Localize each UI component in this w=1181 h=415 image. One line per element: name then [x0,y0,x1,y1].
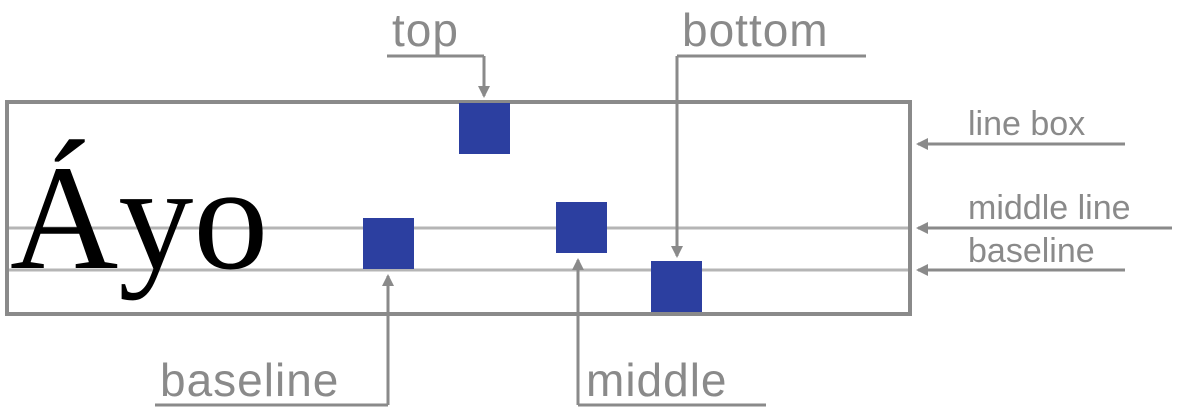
box-baseline [363,218,414,269]
label-middle-line: middle line [968,189,1131,227]
box-top [459,103,510,154]
label-baseline-line: baseline [968,232,1095,270]
box-middle [556,202,607,253]
box-bottom [651,261,702,312]
label-top: top [392,4,459,56]
label-line-box: line box [968,105,1085,143]
label-middle: middle [586,354,728,406]
label-baseline-box: baseline [160,354,339,406]
label-bottom: bottom [682,4,829,56]
line-box [5,100,912,316]
sample-text: Áyo [10,135,268,301]
